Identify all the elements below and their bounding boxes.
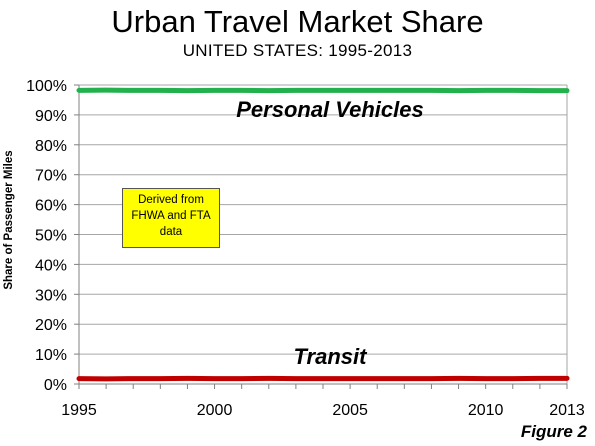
y-tick-label: 90% bbox=[35, 108, 67, 125]
source-note: Derived from FHWA and FTA data bbox=[122, 188, 220, 248]
y-tick-label: 50% bbox=[35, 228, 67, 245]
figure-label: Figure 2 bbox=[520, 422, 587, 441]
y-tick-label: 0% bbox=[44, 377, 67, 394]
y-tick-labels: 0% 10% 20% 30% 40% 50% 60% 70% 80% 90% 100% bbox=[26, 78, 67, 394]
x-tick-label: 2000 bbox=[197, 402, 233, 419]
y-tick-label: 100% bbox=[26, 78, 67, 95]
x-tick-label: 2010 bbox=[468, 402, 504, 419]
series-labels: Personal Vehicles Transit bbox=[236, 97, 424, 369]
y-tick-label: 70% bbox=[35, 168, 67, 185]
series-label: Personal Vehicles bbox=[236, 97, 424, 122]
x-tick-label: 2013 bbox=[549, 402, 585, 419]
series-label: Transit bbox=[294, 344, 369, 369]
source-note-line: Derived from bbox=[138, 194, 204, 206]
y-tick-label: 30% bbox=[35, 287, 67, 304]
x-tick-label: 2005 bbox=[332, 402, 368, 419]
x-tick-label: 1995 bbox=[61, 402, 97, 419]
y-tick-label: 20% bbox=[35, 317, 67, 334]
y-tick-label: 80% bbox=[35, 138, 67, 155]
chart-title: Urban Travel Market Share bbox=[111, 4, 484, 39]
chart-subtitle: UNITED STATES: 1995-2013 bbox=[182, 41, 413, 60]
source-note-line: data bbox=[159, 226, 183, 238]
series-line bbox=[76, 375, 570, 382]
y-tick-label: 60% bbox=[35, 198, 67, 215]
series-lines bbox=[76, 87, 570, 382]
x-tick-labels: 1995 2000 2005 2010 2013 bbox=[61, 402, 585, 419]
series-line bbox=[76, 87, 570, 94]
y-tick-label: 40% bbox=[35, 257, 67, 274]
source-note-line: FHWA and FTA bbox=[131, 210, 211, 222]
y-tick-label: 10% bbox=[35, 347, 67, 364]
